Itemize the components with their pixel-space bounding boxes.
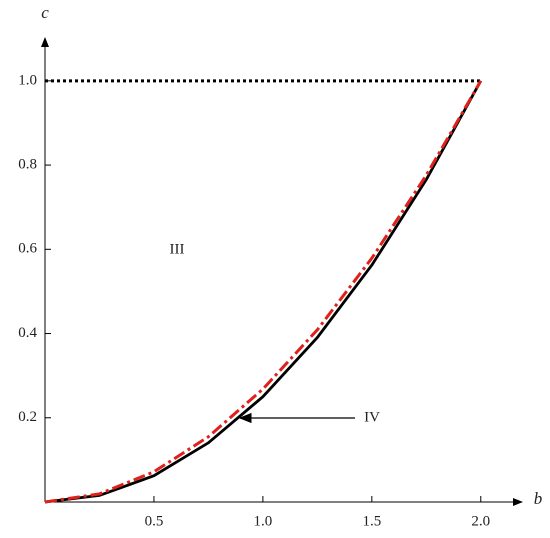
y-tick-label: 0.6 xyxy=(18,241,37,257)
x-axis-label: b xyxy=(534,489,543,508)
y-tick-label: 1.0 xyxy=(18,72,37,88)
curve-label: IV xyxy=(364,409,380,425)
y-axis-label: c xyxy=(41,3,49,22)
x-tick-label: 0.5 xyxy=(145,513,164,529)
x-tick-label: 1.0 xyxy=(254,513,273,529)
y-tick-label: 0.4 xyxy=(18,325,37,341)
curve xyxy=(44,80,483,504)
curve xyxy=(44,80,483,504)
region-label: III xyxy=(170,241,185,257)
y-tick-label: 0.2 xyxy=(18,409,37,425)
y-tick-label: 0.8 xyxy=(18,157,37,173)
x-tick-label: 2.0 xyxy=(471,513,490,529)
x-tick-label: 1.5 xyxy=(362,513,381,529)
